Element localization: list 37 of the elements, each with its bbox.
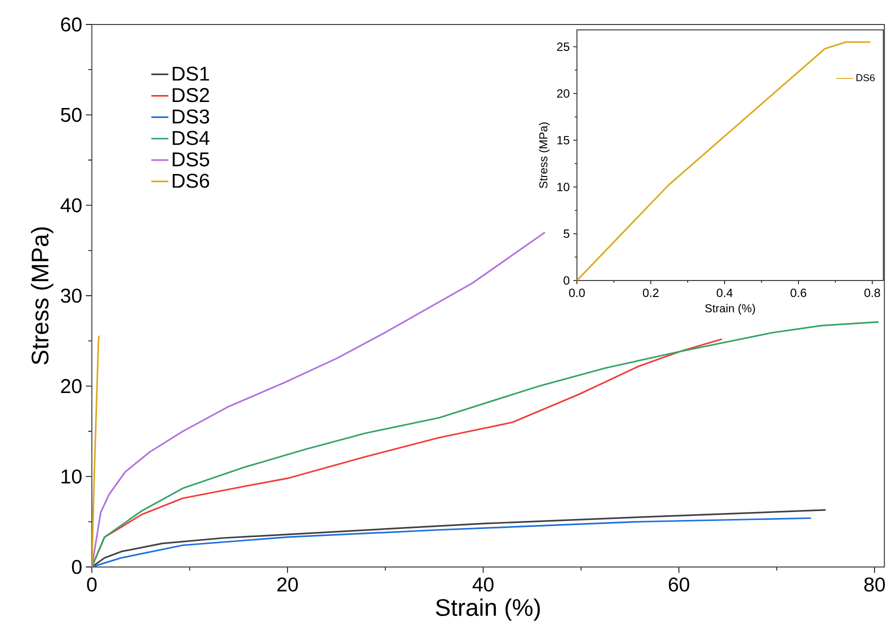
legend-label: DS4 xyxy=(172,131,210,146)
y-tick-label: 60 xyxy=(61,17,82,32)
legend-label: DS2 xyxy=(172,88,209,102)
x-tick-label: 0.0 xyxy=(569,288,585,298)
y-tick-label: 10 xyxy=(62,470,82,484)
y-axis-title: Stress (MPa) xyxy=(538,122,550,188)
x-tick-label: 80 xyxy=(864,578,885,592)
x-axis-title: Strain (%) xyxy=(705,304,755,315)
y-tick-label: 15 xyxy=(557,136,570,145)
x-tick-label: 20 xyxy=(277,578,298,592)
x-tick-label: 0.2 xyxy=(642,288,658,298)
legend-label: DS3 xyxy=(172,110,210,124)
y-tick-label: 0 xyxy=(72,560,82,574)
y-tick-label: 40 xyxy=(60,198,82,212)
y-tick-label: 5 xyxy=(564,230,570,238)
x-axis-title: Strain (%) xyxy=(436,598,540,621)
x-tick-label: 0 xyxy=(87,578,97,592)
line-series xyxy=(92,232,546,568)
x-tick-label: 40 xyxy=(472,578,494,592)
legend-label: DS5 xyxy=(172,152,210,167)
x-tick-label: 60 xyxy=(668,578,690,592)
x-tick-label: 0.8 xyxy=(864,288,880,298)
y-tick-label: 25 xyxy=(557,42,570,52)
x-tick-label: 0.4 xyxy=(716,288,733,298)
y-tick-label: 30 xyxy=(60,288,82,303)
legend-label: DS6 xyxy=(856,74,875,82)
y-tick-label: 50 xyxy=(60,108,82,122)
y-tick-label: 20 xyxy=(557,89,570,98)
legend-label: DS6 xyxy=(172,174,210,188)
line-series xyxy=(92,517,812,568)
line-series xyxy=(92,336,100,568)
legend-label: DS1 xyxy=(172,66,209,81)
y-axis-title: Stress (MPa) xyxy=(30,227,54,365)
y-tick-label: 0 xyxy=(564,276,570,285)
y-tick-label: 10 xyxy=(557,182,570,192)
y-tick-label: 20 xyxy=(61,379,82,394)
x-tick-label: 0.6 xyxy=(790,288,806,298)
